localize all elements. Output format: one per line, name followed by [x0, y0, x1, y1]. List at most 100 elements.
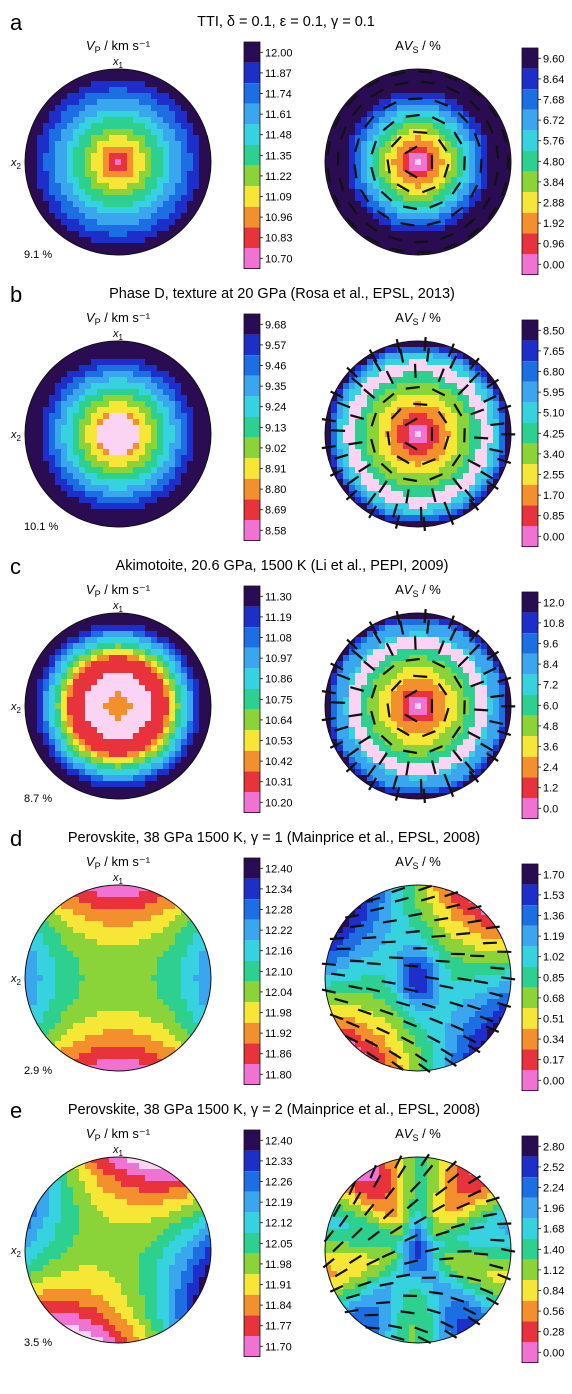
contour-cell	[145, 503, 152, 510]
contour-cell	[109, 619, 116, 626]
contour-cell	[397, 461, 404, 468]
contour-cell	[67, 213, 74, 220]
contour-cell	[481, 111, 488, 118]
contour-cell	[445, 123, 452, 130]
contour-cell	[397, 353, 404, 360]
shear-tick	[443, 242, 458, 250]
contour-cell	[397, 497, 404, 504]
contour-cell	[91, 359, 98, 366]
shear-tick	[463, 217, 476, 229]
contour-cell	[127, 75, 134, 82]
contour-cell	[109, 75, 116, 82]
contour-cell	[61, 105, 68, 112]
vp-colorbar-swatch	[244, 520, 260, 541]
contour-cell	[91, 93, 98, 100]
contour-cell	[25, 685, 32, 692]
contour-cell	[469, 147, 476, 154]
contour-cell	[157, 141, 164, 148]
contour-cell	[187, 703, 194, 710]
vp-colorbar-swatch	[244, 62, 260, 84]
contour-cell	[355, 503, 362, 510]
contour-cell	[55, 99, 62, 106]
contour-cell	[415, 679, 422, 686]
contour-cell	[391, 625, 398, 632]
contour-cell	[445, 111, 452, 118]
contour-cell	[187, 455, 194, 462]
contour-cell	[415, 147, 422, 154]
contour-cell	[55, 213, 62, 220]
contour-cell	[49, 709, 56, 716]
contour-cell	[367, 141, 374, 148]
contour-cell	[127, 341, 134, 348]
contour-cell	[85, 425, 92, 432]
contour-cell	[439, 497, 446, 504]
contour-cell	[139, 395, 146, 402]
contour-cell	[67, 87, 74, 94]
contour-cell	[475, 473, 482, 480]
contour-cell	[133, 81, 140, 88]
contour-cell	[115, 219, 122, 226]
contour-cell	[385, 75, 392, 82]
contour-cell	[457, 413, 464, 420]
contour-cell	[481, 757, 488, 764]
contour-cell	[67, 655, 74, 662]
contour-cell	[97, 727, 104, 734]
contour-cell	[349, 661, 356, 668]
contour-cell	[349, 207, 356, 214]
contour-cell	[61, 189, 68, 196]
shear-tick	[473, 132, 481, 147]
contour-cell	[73, 93, 80, 100]
contour-cell	[391, 195, 398, 202]
avs-label: AVS / %	[395, 582, 441, 599]
contour-cell	[61, 425, 68, 432]
contour-cell	[181, 745, 188, 752]
contour-cell	[103, 407, 110, 414]
contour-cell	[331, 407, 338, 414]
shear-tick	[457, 111, 469, 124]
contour-cell	[91, 467, 98, 474]
contour-cell	[367, 739, 374, 746]
contour-cell	[55, 219, 62, 226]
contour-cell	[67, 81, 74, 88]
contour-cell	[49, 111, 56, 118]
contour-cell	[475, 449, 482, 456]
contour-cell	[427, 183, 434, 190]
contour-cell	[397, 509, 404, 516]
contour-cell	[205, 715, 211, 722]
contour-cell	[373, 141, 380, 148]
contour-cell	[49, 371, 56, 378]
contour-cell	[31, 715, 38, 722]
contour-cell	[55, 497, 62, 504]
contour-cell	[145, 347, 152, 354]
contour-cell	[361, 159, 368, 166]
avs-colorbar-tick-label: 4.25	[543, 428, 564, 440]
contour-cell	[415, 721, 422, 728]
contour-cell	[163, 99, 170, 106]
contour-cell	[361, 413, 368, 420]
contour-cell	[67, 93, 74, 100]
contour-cell	[55, 395, 62, 402]
contour-cell	[85, 619, 92, 626]
contour-cell	[433, 503, 440, 510]
contour-cell	[61, 733, 68, 740]
contour-cell	[49, 177, 56, 184]
avs-colorbar-tick-label: 6.80	[543, 367, 564, 379]
contour-cell	[391, 383, 398, 390]
contour-cell	[385, 389, 392, 396]
contour-cell	[55, 111, 62, 118]
contour-cell	[385, 679, 392, 686]
contour-cell	[427, 757, 434, 764]
contour-cell	[175, 709, 182, 716]
contour-cell	[487, 461, 494, 468]
contour-cell	[469, 207, 476, 214]
contour-cell	[493, 425, 500, 432]
contour-cell	[73, 141, 80, 148]
contour-cell	[337, 159, 344, 166]
contour-cell	[175, 751, 182, 758]
contour-cell	[379, 751, 386, 758]
contour-cell	[415, 117, 422, 124]
contour-cell	[433, 365, 440, 372]
contour-cell	[457, 461, 464, 468]
contour-cell	[199, 443, 206, 450]
contour-cell	[79, 485, 86, 492]
